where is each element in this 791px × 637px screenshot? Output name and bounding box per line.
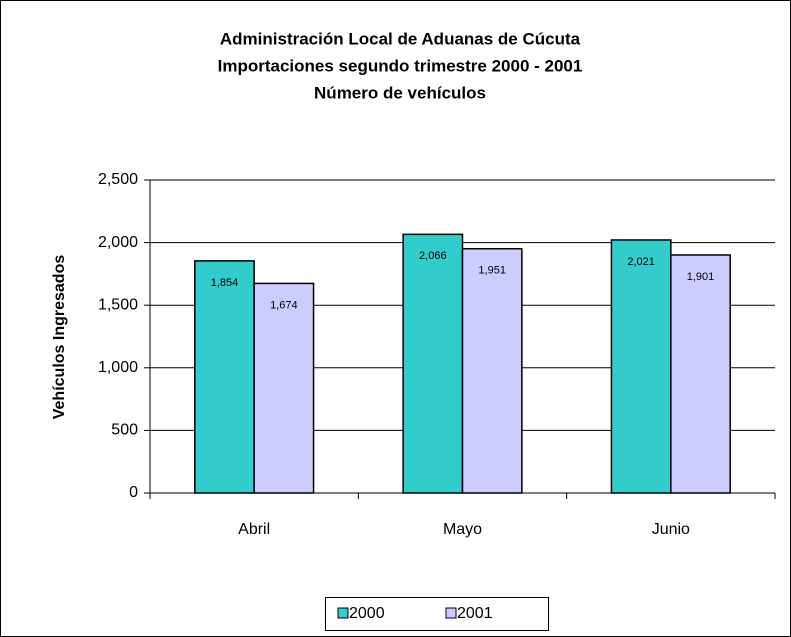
legend-swatch (445, 607, 457, 619)
bar (253, 282, 315, 494)
value-label: 1,674 (270, 299, 298, 311)
value-label: 1,901 (687, 271, 715, 283)
y-tick-label: 1,000 (98, 359, 138, 376)
value-label: 1,951 (478, 265, 506, 277)
y-tick-label: 2,000 (98, 234, 138, 251)
legend-swatch (337, 607, 349, 619)
y-tick-label: 1,500 (98, 296, 138, 313)
value-label: 2,066 (419, 250, 447, 262)
chart-title: Administración Local de Aduanas de Cúcut… (220, 29, 581, 48)
legend (325, 597, 549, 631)
value-label: 1,854 (211, 277, 239, 289)
y-tick-label: 500 (111, 422, 138, 439)
x-tick-label: Abril (238, 521, 270, 538)
bar (670, 254, 731, 494)
value-label: 2,021 (627, 256, 655, 268)
bar (402, 233, 464, 494)
y-tick-label: 0 (129, 484, 138, 501)
chart-title: Importaciones segundo trimestre 2000 - 2… (218, 56, 583, 75)
x-tick-label: Mayo (443, 521, 482, 538)
bar (610, 239, 672, 494)
legend-label: 2000 (349, 605, 385, 622)
y-tick-label: 2,500 (98, 171, 138, 188)
x-tick-label: Junio (652, 521, 690, 538)
bar (194, 260, 255, 494)
bar (461, 247, 523, 494)
y-axis-label: Vehículos Ingresados (51, 255, 68, 420)
legend-label: 2001 (457, 605, 493, 622)
chart-title: Número de vehículos (314, 83, 486, 102)
